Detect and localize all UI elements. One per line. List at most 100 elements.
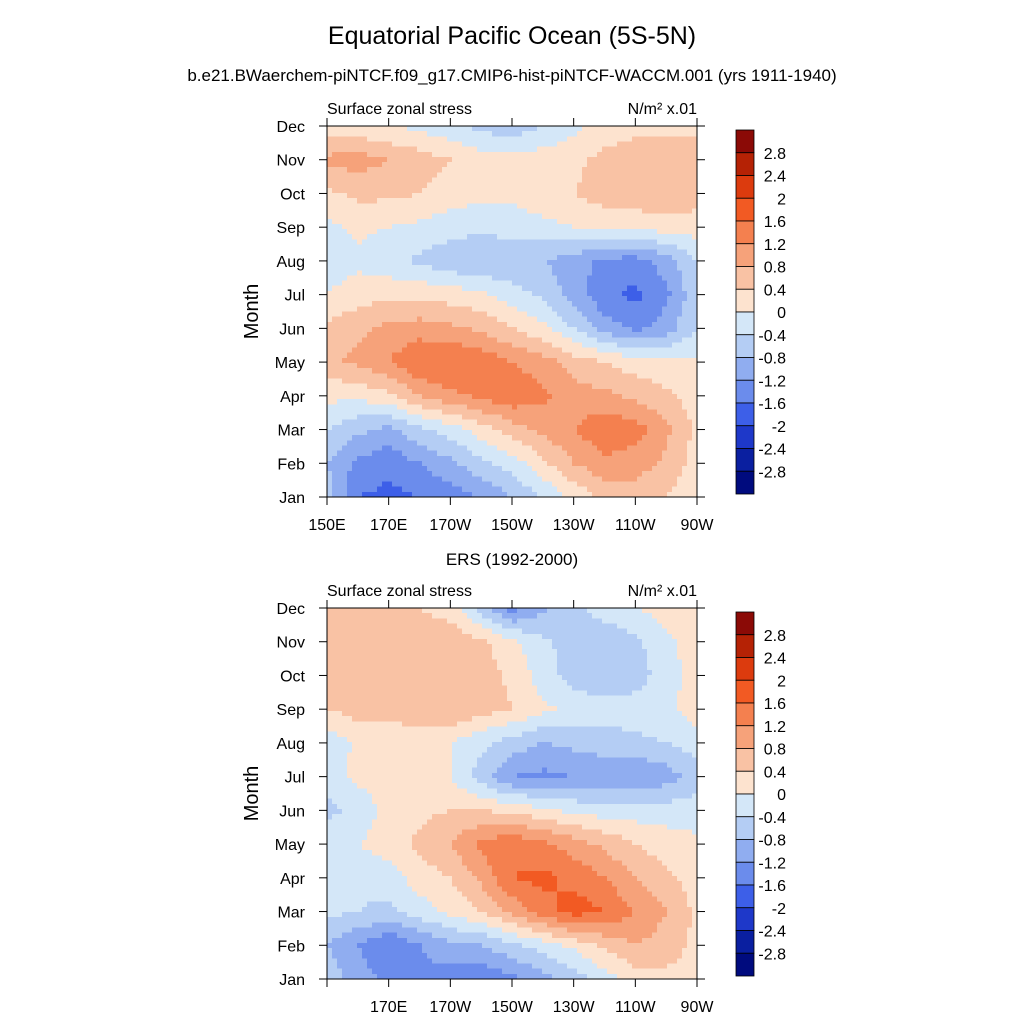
heatmap-cell bbox=[472, 321, 478, 328]
heatmap-cell bbox=[387, 373, 393, 380]
heatmap-cell bbox=[342, 455, 348, 462]
heatmap-cell bbox=[657, 213, 663, 220]
heatmap-cell bbox=[452, 162, 458, 168]
heatmap-cell bbox=[457, 373, 463, 380]
heatmap-cell bbox=[352, 208, 358, 215]
heatmap-cell bbox=[602, 337, 608, 344]
heatmap-cell bbox=[527, 357, 533, 364]
heatmap-cell bbox=[687, 249, 693, 256]
heatmap-cell bbox=[437, 198, 443, 204]
heatmap-cell bbox=[642, 167, 648, 173]
heatmap-cell bbox=[532, 316, 538, 323]
heatmap-cell bbox=[647, 172, 653, 179]
heatmap-cell bbox=[677, 280, 683, 287]
heatmap-cell bbox=[332, 342, 338, 349]
heatmap-cell bbox=[597, 182, 603, 189]
heatmap-cell bbox=[492, 373, 498, 380]
heatmap-cell bbox=[627, 280, 633, 287]
heatmap-cell bbox=[517, 254, 523, 261]
heatmap-cell bbox=[622, 218, 628, 225]
heatmap-cell bbox=[602, 363, 608, 369]
heatmap-cell bbox=[547, 378, 553, 385]
heatmap-cell bbox=[412, 239, 418, 246]
heatmap-cell bbox=[332, 435, 338, 441]
heatmap-cell bbox=[662, 311, 668, 318]
heatmap-cell bbox=[347, 203, 353, 210]
heatmap-cell bbox=[357, 259, 363, 266]
heatmap-cell bbox=[492, 254, 498, 261]
heatmap-cell bbox=[392, 430, 398, 436]
heatmap-cell bbox=[367, 192, 373, 199]
heatmap-cell bbox=[687, 430, 693, 436]
heatmap-cell bbox=[667, 378, 673, 385]
heatmap-cell bbox=[387, 455, 393, 462]
heatmap-cell bbox=[572, 363, 578, 369]
heatmap-cell bbox=[372, 229, 378, 235]
heatmap-cell bbox=[692, 404, 698, 410]
heatmap-cell bbox=[632, 239, 638, 246]
heatmap-cell bbox=[632, 430, 638, 436]
heatmap-cell bbox=[632, 259, 638, 266]
heatmap-cell bbox=[472, 393, 478, 400]
heatmap-cell bbox=[537, 259, 543, 266]
heatmap-cell bbox=[552, 208, 558, 215]
heatmap-cell bbox=[417, 172, 423, 179]
heatmap-cell bbox=[577, 254, 583, 261]
heatmap-cell bbox=[537, 363, 543, 369]
heatmap-cell bbox=[587, 414, 593, 421]
heatmap-cell bbox=[597, 254, 603, 261]
heatmap-cell bbox=[692, 373, 698, 380]
heatmap-cell bbox=[402, 435, 408, 441]
heatmap-cell bbox=[407, 156, 413, 163]
heatmap-cell bbox=[432, 265, 438, 271]
heatmap-cell bbox=[572, 172, 578, 179]
heatmap-cell bbox=[367, 172, 373, 179]
heatmap-cell bbox=[687, 182, 693, 189]
heatmap-cell bbox=[517, 239, 523, 246]
heatmap-cell bbox=[482, 455, 488, 462]
heatmap-cell bbox=[412, 316, 418, 323]
heatmap-cell bbox=[537, 435, 543, 441]
heatmap-cell bbox=[432, 136, 438, 143]
heatmap-cell bbox=[542, 259, 548, 266]
heatmap-cell bbox=[592, 435, 598, 441]
heatmap-cell bbox=[437, 131, 443, 137]
heatmap-cell bbox=[362, 213, 368, 220]
heatmap-cell bbox=[562, 430, 568, 436]
heatmap-cell bbox=[372, 285, 378, 292]
heatmap-cell bbox=[492, 332, 498, 338]
heatmap-cell bbox=[427, 229, 433, 235]
heatmap-cell bbox=[377, 239, 383, 246]
heatmap-cell bbox=[382, 306, 388, 313]
heatmap-cell bbox=[632, 234, 638, 240]
heatmap-cell bbox=[552, 332, 558, 338]
heatmap-cell bbox=[477, 347, 483, 354]
heatmap-cell bbox=[602, 306, 608, 313]
heatmap-cell bbox=[382, 430, 388, 436]
heatmap-cell bbox=[342, 141, 348, 148]
heatmap-cell bbox=[662, 357, 668, 364]
heatmap-cell bbox=[417, 357, 423, 364]
heatmap-cell bbox=[467, 275, 473, 282]
heatmap-cell bbox=[572, 290, 578, 297]
heatmap-cell bbox=[502, 311, 508, 318]
heatmap-cell bbox=[617, 311, 623, 318]
heatmap-cell bbox=[477, 450, 483, 457]
heatmap-cell bbox=[517, 311, 523, 318]
heatmap-cell bbox=[557, 208, 563, 215]
heatmap-cell bbox=[602, 156, 608, 163]
heatmap-cell bbox=[632, 229, 638, 235]
heatmap-cell bbox=[682, 466, 688, 472]
heatmap-cell bbox=[572, 460, 578, 467]
heatmap-cell bbox=[457, 414, 463, 421]
heatmap-cell bbox=[422, 460, 428, 467]
heatmap-cell bbox=[487, 466, 493, 472]
heatmap-cell bbox=[672, 352, 678, 359]
heatmap-cell bbox=[537, 182, 543, 189]
heatmap-cell bbox=[617, 466, 623, 472]
heatmap-cell bbox=[387, 213, 393, 220]
heatmap-cell bbox=[342, 326, 348, 333]
heatmap-cell bbox=[397, 383, 403, 390]
heatmap-cell bbox=[377, 326, 383, 333]
heatmap-cell bbox=[557, 388, 563, 395]
